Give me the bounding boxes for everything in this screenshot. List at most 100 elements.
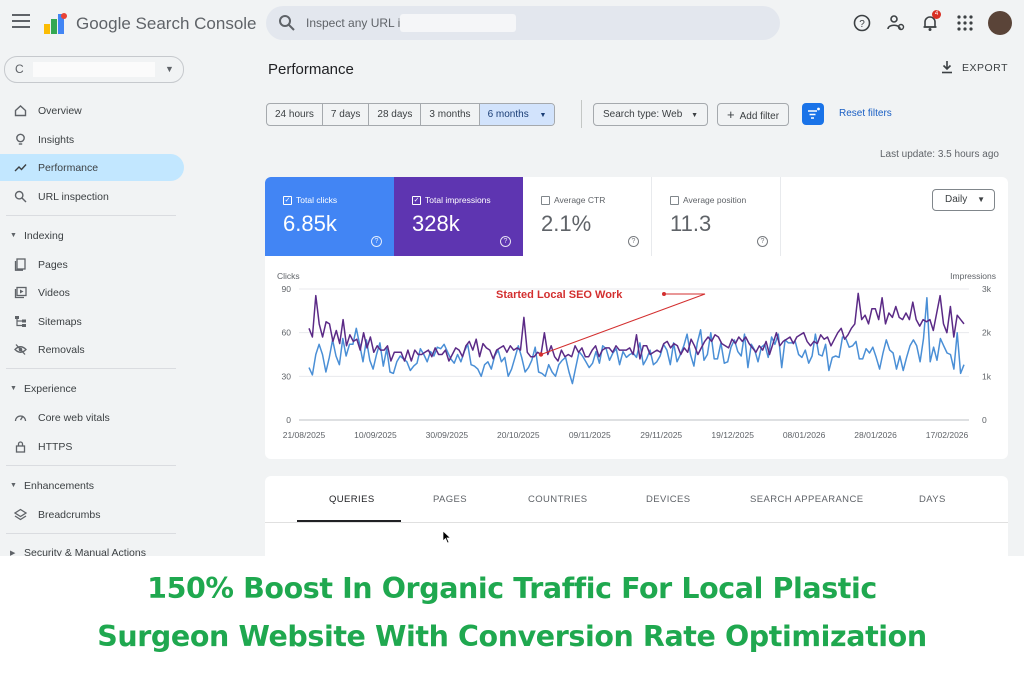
property-selector[interactable]: C ▼ [4,56,184,83]
sidebar-item-removals[interactable]: Removals [0,336,184,363]
left-tick-label: 60 [282,328,292,338]
x-tick-label: 10/09/2025 [354,430,397,438]
metric-average-ctr[interactable]: Average CTR 2.1% ? [523,177,652,256]
annotation-dot-end [538,352,544,357]
sidebar-item-url-inspection[interactable]: URL inspection [0,183,184,210]
tab-devices[interactable]: DEVICES [646,494,691,505]
toolbar-separator [581,100,582,128]
clicks-series-line [308,296,965,385]
dimension-tabs: QUERIES PAGES COUNTRIES DEVICES SEARCH A… [265,476,1008,556]
caret-right-icon: ▶ [10,550,16,556]
sidebar-item-label: HTTPS [38,441,73,453]
help-icon[interactable]: ? [500,236,511,247]
sidebar-item-breadcrumbs[interactable]: Breadcrumbs [0,501,184,528]
sidebar-section-experience[interactable]: ▼ Experience [0,377,184,401]
checkbox-unchecked-icon[interactable] [541,196,550,205]
help-icon[interactable]: ? [628,236,639,247]
granularity-dropdown[interactable]: Daily ▼ [932,189,995,211]
x-tick-label: 17/02/2026 [926,430,969,438]
sidebar-item-label: Overview [38,105,82,117]
search-console-app: Google Search Console Inspect any URL in… [0,0,1024,556]
filter-icon[interactable] [802,103,824,125]
left-tick-label: 90 [282,284,292,294]
left-tick-label: 0 [286,415,291,425]
metric-total-impressions[interactable]: ✓ Total impressions 328k ? [394,177,523,256]
add-filter-button[interactable]: + Add filter [717,103,790,126]
user-settings-icon[interactable] [886,13,906,33]
x-tick-label: 08/01/2026 [783,430,826,438]
video-icon [14,286,27,299]
x-tick-label: 09/11/2025 [569,430,611,438]
menu-icon[interactable] [12,14,30,30]
apps-grid-icon[interactable] [955,13,975,33]
app-title[interactable]: Google Search Console [76,14,257,33]
date-range-chips: 24 hours 7 days 28 days 3 months 6 month… [266,103,556,126]
left-tick-label: 30 [282,371,292,381]
tab-queries[interactable]: QUERIES [329,494,375,505]
sidebar-item-insights[interactable]: Insights [0,126,184,153]
help-icon[interactable]: ? [371,236,382,247]
search-input[interactable]: Inspect any URL in ' [306,16,413,30]
sidebar-section-enhancements[interactable]: ▼ Enhancements [0,474,184,498]
account-avatar[interactable] [988,11,1012,35]
date-range-3-months[interactable]: 3 months [421,104,480,125]
metric-value: 11.3 [670,211,712,236]
sidebar-item-sitemaps[interactable]: Sitemaps [0,308,184,335]
performance-chart: Clicks Impressions 90 3k 60 2k 30 1k 0 0 21/08/202… [277,271,996,438]
tab-search-appearance[interactable]: SEARCH APPEARANCE [750,494,864,505]
sidebar-item-label: Sitemaps [38,316,82,328]
help-icon[interactable]: ? [757,236,768,247]
metric-value: 2.1% [541,211,592,236]
checkbox-unchecked-icon[interactable] [670,196,679,205]
date-range-7-days[interactable]: 7 days [323,104,370,125]
sidebar-section-indexing[interactable]: ▼ Indexing [0,224,184,248]
sidebar-section-title: Experience [24,383,77,395]
redacted-property-url [400,14,516,32]
sidebar-item-overview[interactable]: Overview [0,97,184,124]
x-tick-label: 19/12/2025 [711,430,754,438]
metric-average-position[interactable]: Average position 11.3 ? [652,177,781,256]
caret-down-icon: ▼ [977,195,985,204]
metric-value: 6.85k [283,211,337,236]
reset-filters-link[interactable]: Reset filters [839,108,892,119]
search-console-logo [44,13,67,34]
notifications-icon[interactable] [920,13,940,33]
caret-down-icon: ▼ [539,112,547,119]
x-tick-label: 20/10/2025 [497,430,540,438]
checkbox-checked-icon[interactable]: ✓ [283,196,292,205]
layers-icon [14,508,27,521]
date-range-6-months[interactable]: 6 months ▼ [479,104,555,125]
chevron-down-icon: ▼ [165,64,174,74]
tab-pages[interactable]: PAGES [433,494,468,505]
tab-days[interactable]: DAYS [919,494,946,505]
url-inspection-search[interactable]: Inspect any URL in ' [266,6,780,40]
search-type-button[interactable]: Search type: Web ▼ [593,103,709,126]
caption-banner: 150% Boost In Organic Traffic For Local … [0,556,1024,683]
caret-down-icon: ▼ [691,112,699,119]
mouse-cursor-icon [442,530,452,544]
selected-tab-indicator [297,520,401,522]
sidebar-item-pages[interactable]: Pages [0,251,184,278]
lightbulb-icon [16,133,25,145]
speed-gauge-icon [14,415,27,422]
trending-up-icon [14,164,27,172]
date-range-28-days[interactable]: 28 days [369,104,422,125]
pages-icon [14,258,26,271]
checkbox-checked-icon[interactable]: ✓ [412,196,421,205]
x-tick-label: 21/08/2025 [283,430,326,438]
sidebar-item-performance[interactable]: Performance [0,154,184,181]
sidebar-item-videos[interactable]: Videos [0,279,184,306]
help-icon[interactable]: ? [852,13,872,33]
sidebar-item-https[interactable]: HTTPS [0,433,184,460]
metric-label: Average position [683,195,747,205]
metric-value: 328k [412,211,460,236]
tab-countries[interactable]: COUNTRIES [528,494,588,505]
sidebar-section-security[interactable]: ▶ Security & Manual Actions [0,541,184,556]
sidebar-divider [6,215,176,216]
sidebar-item-core-web-vitals[interactable]: Core web vitals [0,404,184,431]
sidebar-divider [6,465,176,466]
metric-total-clicks[interactable]: ✓ Total clicks 6.85k ? [265,177,394,256]
sidebar-item-label: Insights [38,134,75,146]
date-range-24-hours[interactable]: 24 hours [267,104,323,125]
home-icon [14,105,27,117]
